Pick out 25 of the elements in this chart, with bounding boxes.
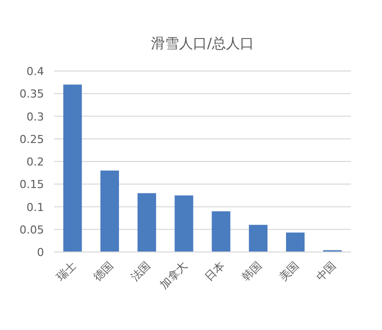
bar: [138, 193, 156, 252]
x-tick-label: 加拿大: [158, 258, 190, 292]
bar: [212, 211, 230, 252]
y-tick-label: 0.4: [26, 65, 44, 78]
x-tick-label: 德国: [91, 258, 116, 284]
bar: [100, 170, 119, 252]
x-tick-label: 韩国: [240, 258, 264, 284]
x-tick-label: 瑞士: [54, 258, 79, 284]
x-tick-label: 中国: [314, 258, 339, 284]
x-tick-label: 日本: [202, 258, 228, 284]
y-tick-label: 0.1: [26, 200, 44, 214]
y-tick-label: 0.15: [20, 178, 44, 192]
y-tick-label: 0.35: [20, 88, 44, 101]
y-tick-label: 0.05: [20, 223, 44, 236]
x-tick-label: 法国: [128, 258, 153, 284]
x-tick-label: 美国: [276, 258, 302, 284]
y-tick-label: 0.2: [26, 156, 44, 168]
bar: [63, 84, 82, 252]
bar: [174, 195, 194, 252]
chart-title: 滑雪人口/总人口: [151, 36, 254, 52]
y-tick-label: 0: [37, 246, 44, 259]
bar: [248, 224, 268, 252]
y-tick-label: 0.3: [26, 110, 44, 124]
bar: [286, 232, 305, 252]
y-tick-label: 0.25: [20, 132, 44, 146]
